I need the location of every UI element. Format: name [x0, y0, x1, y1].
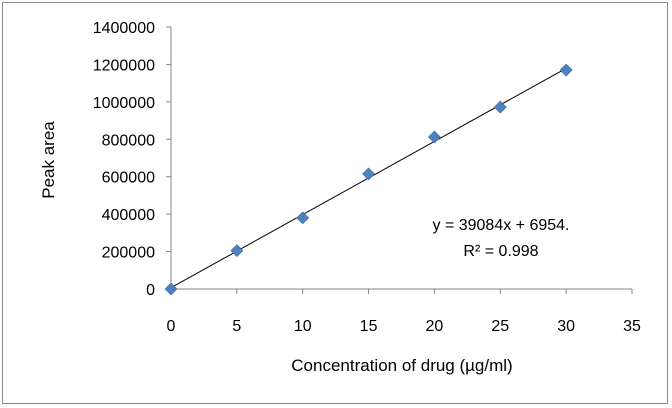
data-point — [296, 211, 310, 225]
x-axis-ticks: 0 5 10 15 20 25 30 35 — [167, 289, 641, 335]
x-tick-label: 10 — [294, 318, 312, 335]
data-points — [164, 63, 573, 296]
data-point — [230, 244, 244, 258]
y-tick-label: 1200000 — [93, 57, 155, 74]
y-axis-ticks: 0 200000 400000 600000 800000 1000000 1200000 1… — [93, 20, 171, 299]
x-tick-label: 5 — [232, 318, 241, 335]
x-tick-label: 35 — [623, 318, 641, 335]
y-axis-title: Peak area — [39, 121, 58, 199]
y-tick-label: 600000 — [102, 170, 155, 187]
x-tick-label: 30 — [557, 318, 575, 335]
data-point — [559, 63, 573, 77]
y-tick-label: 800000 — [102, 132, 155, 149]
chart-frame: 0 200000 400000 600000 800000 1000000 1200000 1… — [2, 2, 668, 404]
equation-label: y = 39084x + 6954. — [433, 217, 570, 234]
data-point — [362, 167, 375, 181]
y-tick-label: 1400000 — [93, 20, 155, 37]
data-point — [493, 100, 507, 114]
y-tick-label: 1000000 — [93, 95, 155, 112]
x-tick-label: 20 — [426, 318, 444, 335]
data-point — [164, 282, 178, 296]
r-squared-label: R² = 0.998 — [463, 243, 538, 260]
y-tick-label: 400000 — [102, 207, 155, 224]
x-axis-title: Concentration of drug (µg/ml) — [291, 356, 512, 375]
scatter-chart: 0 200000 400000 600000 800000 1000000 1200000 1… — [39, 20, 641, 375]
y-tick-label: 200000 — [102, 245, 155, 262]
x-tick-label: 25 — [491, 318, 509, 335]
x-tick-label: 0 — [167, 318, 176, 335]
y-tick-label: 0 — [146, 282, 155, 299]
data-point — [428, 130, 441, 144]
x-tick-label: 15 — [360, 318, 378, 335]
